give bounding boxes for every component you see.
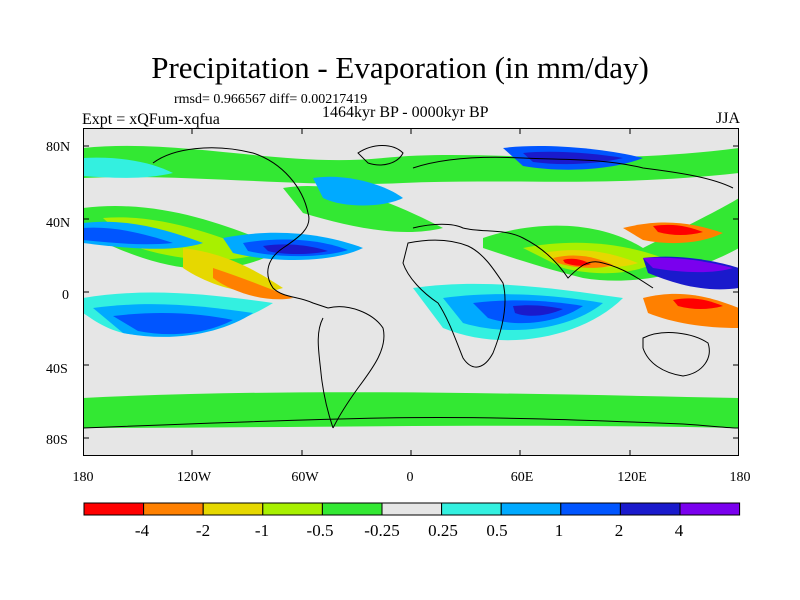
colorbar-label-3: -1 [254,521,270,540]
colorbar-label-4: -0.5 [306,521,334,540]
coast-south-america-west [317,317,334,429]
coast-greenland [357,145,404,166]
coastlines [83,145,739,429]
x-tick-60e: 60E [510,470,534,485]
season-label: JJA [715,110,740,127]
x-tick-120e: 120E [617,470,647,485]
x-tick-0: 0 [406,470,414,485]
x-tick-180w: 180 [72,470,94,485]
coast-africa [402,239,506,368]
y-tick-80s: 80S [46,433,68,448]
colorbar-label-6: 0.25 [428,521,458,540]
field-positive-tropics [83,146,739,341]
colorbar-box-11 [679,502,741,516]
colorbar-label-1: -4 [134,521,150,540]
colorbar-boxes [83,502,741,516]
colorbar-box-7 [441,502,502,516]
colorbar-label-9: 2 [614,521,624,540]
y-tick-40n: 40N [46,216,71,231]
colorbar-label-10: 4 [674,521,684,540]
period-label: 1464kyr BP - 0000kyr BP [322,104,489,121]
x-tick-60w: 60W [291,470,319,485]
coast-eurasia-south [412,223,654,289]
colorbar-box-9 [560,502,621,516]
colorbar-box-10 [619,502,681,516]
colorbar-label-5: -0.25 [364,521,400,540]
map-title: Precipitation - Evaporation (in mm/day) [151,50,649,85]
stats-text: rmsd= 0.966567 diff= 0.00217419 [174,92,368,107]
colorbar-label-8: 1 [554,521,564,540]
colorbar-box-3 [202,502,264,516]
map-ticks [83,128,739,456]
y-tick-80n: 80N [46,140,71,155]
colorbar-label-2: -2 [195,521,211,540]
y-tick-40s: 40S [46,362,68,377]
coast-eurasia-north [412,156,734,189]
experiment-label: Expt = xQFum-xqfua [82,111,220,128]
y-tick-0: 0 [62,288,69,303]
colorbar-box-4 [262,502,323,516]
colorbar-box-6 [381,502,443,516]
coast-australia [642,332,710,377]
colorbar-box-5 [321,502,383,516]
colorbar-label-7: 0.5 [486,521,508,540]
x-tick-120w: 120W [176,470,212,485]
coast-north-america [152,147,329,309]
colorbar-box-2 [143,502,204,516]
colorbar-box-8 [500,502,562,516]
coast-antarctica [83,416,739,429]
precip-evap-map [83,128,739,456]
x-tick-180e: 180 [729,470,751,485]
coast-south-america [327,306,385,429]
colorbar-box-1 [83,502,145,516]
